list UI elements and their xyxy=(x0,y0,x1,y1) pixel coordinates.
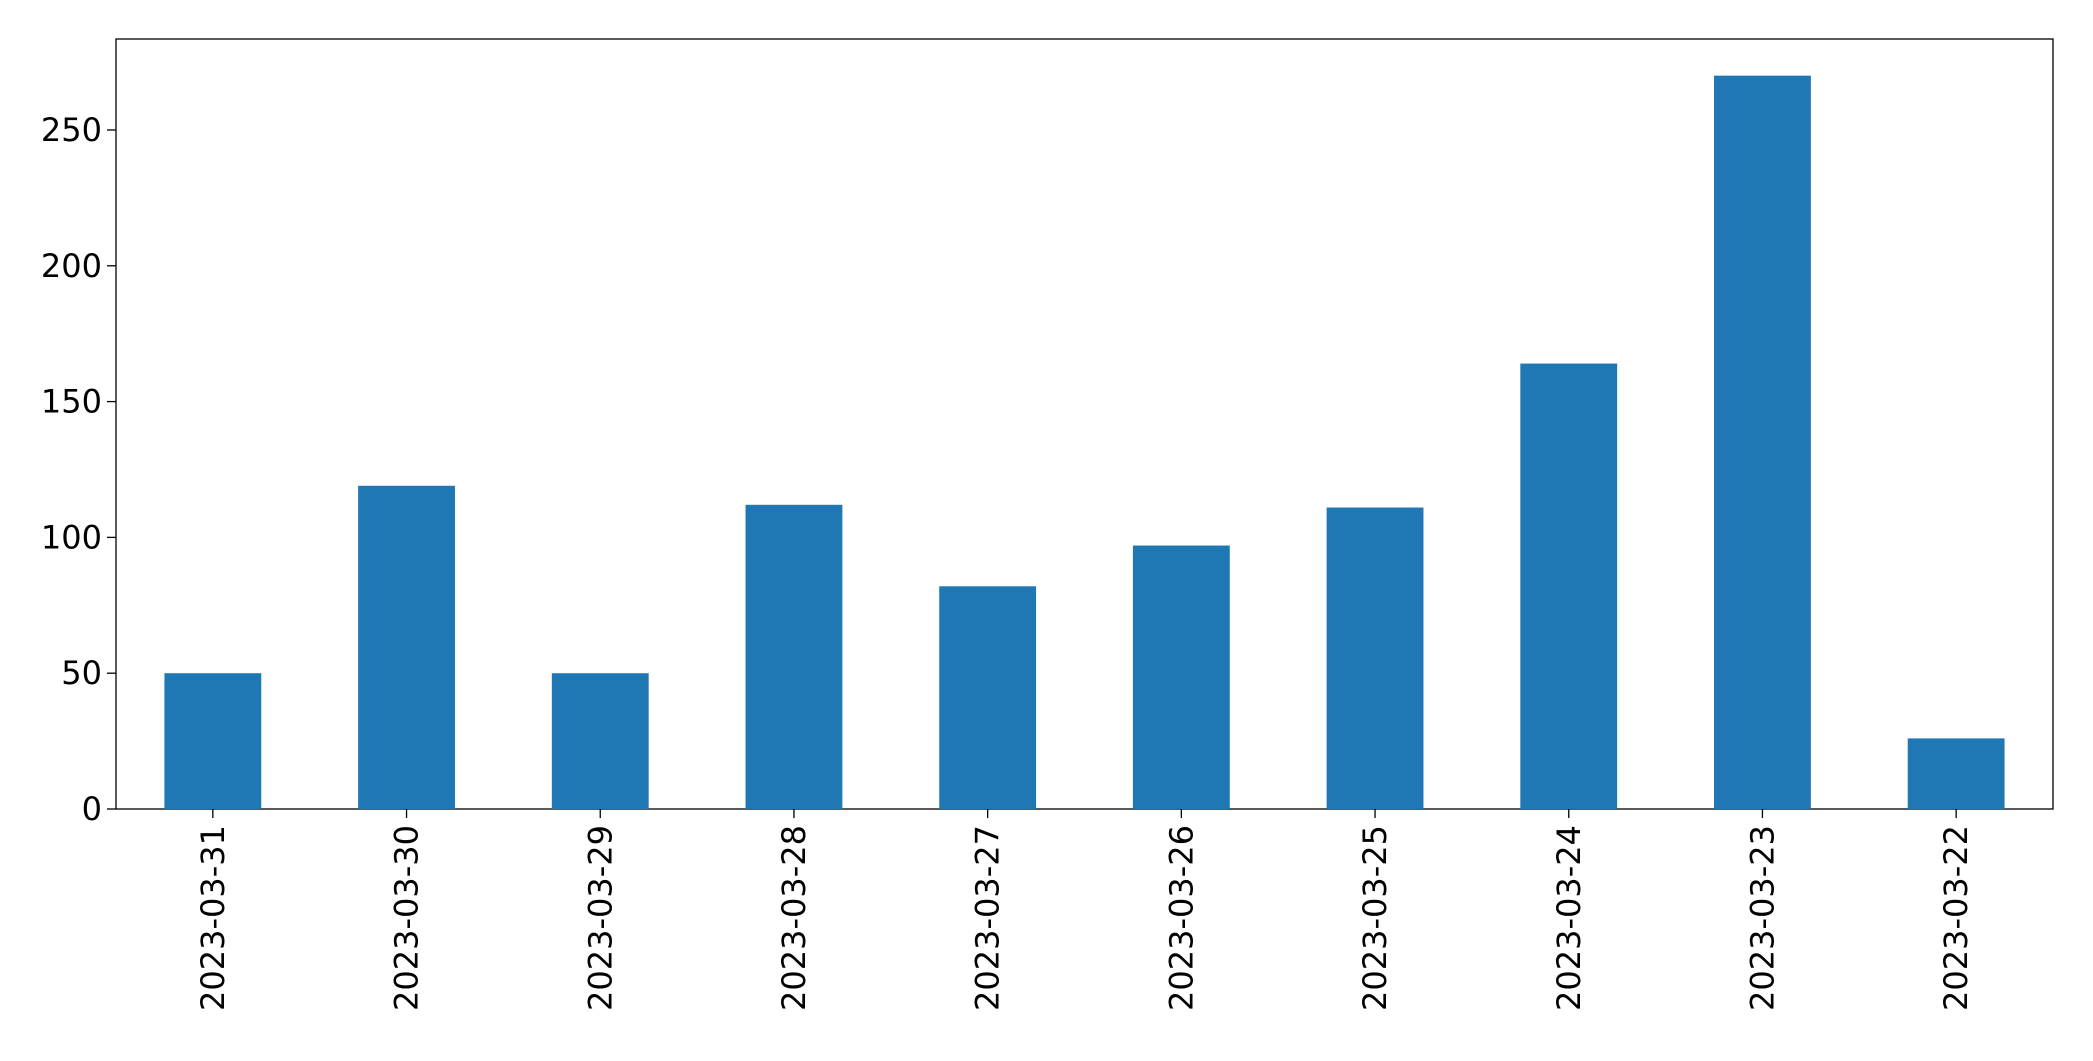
x-tick-label: 2023-03-31 xyxy=(194,825,232,1011)
bar xyxy=(358,485,455,809)
x-tick-label: 2023-03-22 xyxy=(1937,825,1975,1011)
x-tick-label: 2023-03-25 xyxy=(1356,825,1394,1011)
x-tick-label: 2023-03-30 xyxy=(388,825,426,1011)
y-tick-label: 0 xyxy=(82,790,102,828)
x-tick-label: 2023-03-23 xyxy=(1743,825,1781,1011)
bar xyxy=(745,504,843,809)
plot-frame xyxy=(115,38,2054,810)
y-tick-label: 200 xyxy=(41,247,102,285)
bar xyxy=(551,673,649,809)
bar xyxy=(1132,545,1230,809)
x-tick-label: 2023-03-28 xyxy=(775,825,813,1011)
bar xyxy=(1714,75,1811,809)
y-tick-label: 150 xyxy=(41,383,102,421)
y-tick-label: 250 xyxy=(41,111,102,149)
bar xyxy=(1907,738,2005,809)
x-tick-label: 2023-03-26 xyxy=(1162,825,1200,1011)
bar xyxy=(164,673,262,809)
y-tick-label: 100 xyxy=(41,518,102,556)
x-tick-label: 2023-03-24 xyxy=(1550,825,1588,1011)
x-tick-label: 2023-03-29 xyxy=(581,825,619,1011)
bar xyxy=(1520,363,1618,809)
x-tick-label: 2023-03-27 xyxy=(969,825,1007,1011)
bar xyxy=(939,586,1037,809)
bar xyxy=(1326,507,1424,809)
y-tick-label: 50 xyxy=(61,654,102,692)
